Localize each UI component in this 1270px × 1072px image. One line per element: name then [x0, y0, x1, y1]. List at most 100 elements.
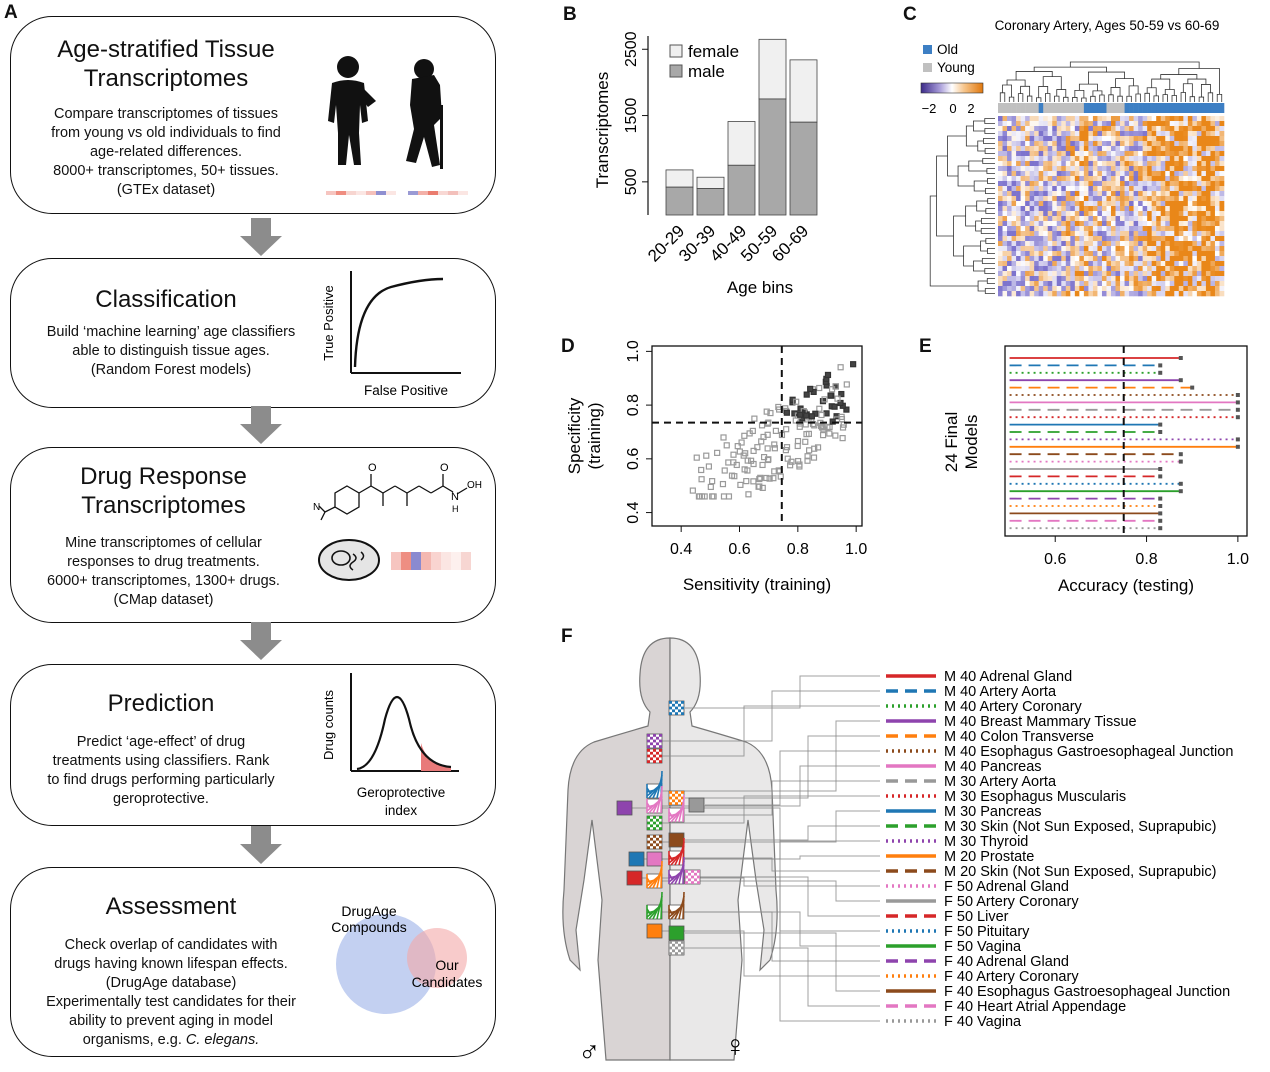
c-heatmap-cell [1088, 241, 1094, 247]
c-heatmap-cell [1138, 201, 1143, 207]
c-heatmap-cell [1025, 151, 1030, 157]
c-group-cell [1097, 103, 1103, 113]
c-heatmap-cell [1088, 151, 1094, 157]
c-heatmap-cell [1038, 141, 1044, 147]
c-heatmap-cell [1192, 271, 1198, 277]
c-group-cell [1061, 103, 1067, 113]
c-heatmap-cell [1061, 171, 1067, 177]
c-heatmap-cell [1074, 281, 1080, 287]
c-heatmap-cell [1016, 251, 1021, 257]
c-heatmap-cell [1187, 116, 1193, 122]
c-heatmap-cell [1052, 281, 1058, 287]
c-heatmap-cell [1133, 236, 1139, 242]
c-heatmap-cell [1129, 141, 1134, 147]
c-heatmap-cell [1142, 211, 1148, 217]
c-heatmap-cell [1169, 206, 1175, 212]
c-heatmap-cell [1174, 236, 1180, 242]
c-heatmap-cell [1138, 216, 1143, 222]
c-heatmap-cell [1079, 166, 1085, 172]
c-heatmap-cell [1115, 241, 1121, 247]
c-heatmap-cell [1124, 191, 1130, 197]
c-colorbar-tick-neg: −2 [922, 101, 937, 116]
d-point [759, 484, 766, 491]
c-heatmap-cell [1124, 246, 1130, 252]
box3-line4: (CMap dataset) [113, 592, 214, 608]
e-model-point [1158, 504, 1163, 508]
c-heatmap-cell [998, 251, 1003, 257]
d-point [834, 395, 841, 402]
c-heatmap-cell [1142, 171, 1148, 177]
c-heatmap-cell [1083, 186, 1089, 192]
c-heatmap-cell [1120, 206, 1125, 212]
c-heatmap-cell [1097, 176, 1103, 182]
c-heatmap-cell [1156, 156, 1162, 162]
c-heatmap-cell [1151, 121, 1157, 127]
c-heatmap-cell [1120, 271, 1125, 277]
c-heatmap-cell [1061, 206, 1067, 212]
c-heatmap-cell [1079, 206, 1085, 212]
c-heatmap-cell [1138, 231, 1143, 237]
c-heatmap-cell [1056, 191, 1062, 197]
c-heatmap-cell [1169, 166, 1175, 172]
d-point [783, 409, 790, 416]
c-heatmap-cell [1007, 151, 1012, 157]
c-heatmap-cell [1061, 136, 1067, 142]
f-legend-label: F 50 Pituitary [944, 924, 1030, 940]
c-heatmap-cell [1106, 261, 1112, 267]
c-heatmap-cell [1196, 231, 1202, 237]
c-heatmap-cell [1219, 226, 1225, 232]
c-heatmap-cell [1111, 191, 1116, 197]
c-heatmap-cell [1043, 241, 1049, 247]
c-heatmap-cell [1070, 196, 1076, 202]
c-heatmap-cell [1205, 236, 1211, 242]
e-y-axis-label-1: 24 Final [942, 412, 961, 472]
c-heatmap-cell [1138, 226, 1143, 232]
c-group-cell [1115, 103, 1121, 113]
c-heatmap-cell [1219, 176, 1225, 182]
c-heatmap-cell [1165, 141, 1171, 147]
c-heatmap-cell [1106, 176, 1112, 182]
f-legend-label: F 50 Vagina [944, 939, 1022, 955]
c-heatmap-cell [1052, 191, 1058, 197]
c-heatmap-cell [1056, 246, 1062, 252]
c-heatmap-cell [1187, 266, 1193, 272]
c-heatmap-cell [1138, 121, 1143, 127]
dist-y-label: Drug counts [321, 689, 336, 760]
c-heatmap-cell [1183, 116, 1189, 122]
c-heatmap-cell [1002, 131, 1008, 137]
e-model-point [1235, 393, 1240, 397]
c-heatmap-cell [1083, 131, 1089, 137]
c-heatmap-cell [1029, 181, 1035, 187]
c-heatmap-cell [1129, 266, 1134, 272]
c-heatmap-cell [1106, 161, 1112, 167]
c-heatmap-cell [1043, 171, 1049, 177]
c-heatmap-cell [1029, 166, 1035, 172]
c-heatmap-cell [1165, 291, 1171, 297]
c-heatmap-cell [1101, 186, 1107, 192]
c-heatmap-cell [1038, 226, 1044, 232]
c-heatmap-cell [1129, 226, 1134, 232]
c-heatmap-cell [1201, 286, 1207, 292]
c-heatmap-cell [1034, 231, 1039, 237]
c-heatmap-cell [1151, 276, 1157, 282]
d-point [796, 423, 803, 430]
c-heatmap-cell [1174, 161, 1180, 167]
c-heatmap-cell [1151, 231, 1157, 237]
f-legend-label: M 40 Adrenal Gland [944, 669, 1072, 685]
c-heatmap-cell [1038, 291, 1044, 297]
c-heatmap-cell [1088, 236, 1094, 242]
c-heatmap-cell [1142, 186, 1148, 192]
c-heatmap-cell [1142, 221, 1148, 227]
c-heatmap-cell [1056, 126, 1062, 132]
c-heatmap-cell [1124, 276, 1130, 282]
c-heatmap-cell [1219, 266, 1225, 272]
c-heatmap-cell [1097, 251, 1103, 257]
c-heatmap-cell [1092, 131, 1098, 137]
c-heatmap-cell [1101, 176, 1107, 182]
c-heatmap-cell [1147, 191, 1152, 197]
c-heatmap-cell [1183, 291, 1189, 297]
c-heatmap-cell [1020, 121, 1026, 127]
c-heatmap-cell [1047, 171, 1053, 177]
c-heatmap-cell [1115, 196, 1121, 202]
c-heatmap-cell [1047, 256, 1053, 262]
